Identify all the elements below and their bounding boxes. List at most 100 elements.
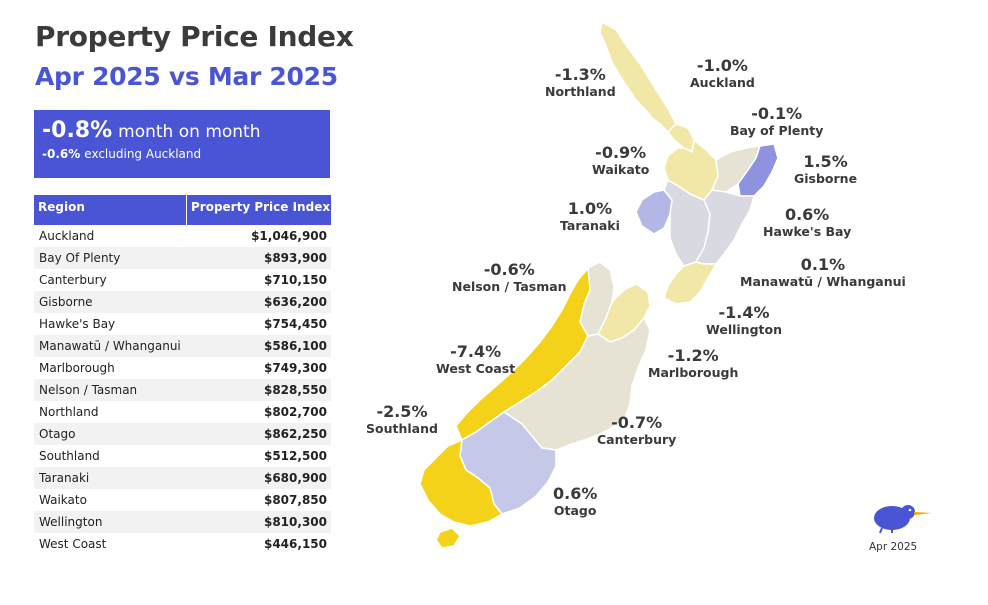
footer-date: Apr 2025	[869, 541, 918, 553]
value-cell: $828,550	[263, 383, 327, 397]
table-body: Auckland $1,046,900 Bay Of Plenty $893,900…	[34, 225, 331, 555]
value-cell: $680,900	[263, 471, 327, 485]
table-row: Nelson / Tasman $828,550	[34, 379, 331, 401]
value-cell: $636,200	[263, 295, 327, 309]
label-west-coast: -7.4% West Coast	[436, 342, 515, 376]
table-row: Otago $862,250	[34, 423, 331, 445]
map-region-southland[interactable]	[419, 439, 503, 527]
label-gisborne-pct: 1.5%	[803, 152, 848, 171]
label-wellington-name: Wellington	[706, 322, 782, 337]
label-bay-of-plenty-pct: -0.1%	[751, 104, 803, 123]
region-cell: Taranaki	[39, 471, 90, 485]
table-row: Wellington $810,300	[34, 511, 331, 533]
label-canterbury: -0.7% Canterbury	[597, 413, 676, 447]
label-bay-of-plenty-name: Bay of Plenty	[730, 123, 824, 138]
map-region-hawkes-bay[interactable]	[695, 189, 755, 265]
column-header-index[interactable]: Property Price Index	[191, 200, 331, 214]
label-southland-pct: -2.5%	[376, 402, 428, 421]
region-cell: Canterbury	[39, 273, 107, 287]
label-auckland-name: Auckland	[690, 75, 755, 90]
label-waikato-pct: -0.9%	[595, 143, 647, 162]
region-cell: Northland	[39, 405, 99, 419]
table-row: Waikato $807,850	[34, 489, 331, 511]
region-cell: Auckland	[39, 229, 95, 243]
map-region-wellington[interactable]	[663, 261, 717, 305]
summary-main-value: -0.8%	[42, 118, 113, 143]
label-northland-name: Northland	[545, 84, 616, 99]
region-cell: Bay Of Plenty	[39, 251, 121, 265]
column-header-region[interactable]: Region	[34, 195, 187, 225]
table-row: West Coast $446,150	[34, 533, 331, 555]
label-canterbury-name: Canterbury	[597, 432, 677, 447]
value-cell: $807,850	[263, 493, 327, 507]
label-gisborne-name: Gisborne	[794, 171, 858, 186]
label-auckland-pct: -1.0%	[696, 56, 748, 75]
label-west-coast-pct: -7.4%	[450, 342, 502, 361]
label-auckland: -1.0% Auckland	[690, 56, 755, 90]
map-region-taranaki[interactable]	[635, 189, 673, 235]
label-canterbury-pct: -0.7%	[611, 413, 663, 432]
nz-region-map	[419, 21, 779, 549]
label-taranaki-name: Taranaki	[560, 218, 620, 233]
map-region-stewart-island[interactable]	[435, 527, 461, 549]
table-row: Northland $802,700	[34, 401, 331, 423]
region-cell: Gisborne	[39, 295, 93, 309]
value-cell: $754,450	[263, 317, 327, 331]
value-cell: $446,150	[263, 537, 327, 551]
summary-sub-text: excluding Auckland	[84, 147, 202, 161]
table-row: Southland $512,500	[34, 445, 331, 467]
label-taranaki-pct: 1.0%	[567, 199, 613, 218]
table-row: Taranaki $680,900	[34, 467, 331, 489]
label-taranaki: 1.0% Taranaki	[560, 199, 620, 233]
value-cell: $893,900	[263, 251, 327, 265]
label-west-coast-name: West Coast	[436, 361, 516, 376]
label-marlborough: -1.2% Marlborough	[648, 346, 738, 380]
region-cell: Manawatū / Whanganui	[39, 339, 181, 353]
map-region-northland[interactable]	[599, 21, 677, 133]
label-hawkes-bay: 0.6% Hawke's Bay	[763, 205, 851, 239]
value-cell: $512,500	[263, 449, 327, 463]
value-cell: $1,046,900	[251, 229, 327, 243]
label-northland: -1.3% Northland	[545, 65, 616, 99]
label-marlborough-pct: -1.2%	[667, 346, 719, 365]
region-cell: Hawke's Bay	[39, 317, 116, 331]
summary-sub-value: -0.6%	[42, 147, 81, 161]
region-cell: Marlborough	[39, 361, 115, 375]
label-gisborne: 1.5% Gisborne	[794, 152, 857, 186]
summary-card: -0.8% month on month -0.6% excluding Auc…	[34, 110, 330, 178]
label-marlborough-name: Marlborough	[648, 365, 739, 380]
value-cell: $710,150	[263, 273, 327, 287]
table-header: Region Property Price Index	[34, 195, 331, 225]
region-cell: Southland	[39, 449, 100, 463]
table-row: Auckland $1,046,900	[34, 225, 331, 247]
summary-main-text: month on month	[118, 122, 261, 142]
region-cell: Wellington	[39, 515, 103, 529]
map-region-canterbury[interactable]	[503, 317, 651, 451]
table-row: Gisborne $636,200	[34, 291, 331, 313]
region-cell: Nelson / Tasman	[39, 383, 138, 397]
table-row: Bay Of Plenty $893,900	[34, 247, 331, 269]
region-cell: Waikato	[39, 493, 87, 507]
kiwi-bird-icon	[874, 505, 932, 534]
label-hawkes-bay-name: Hawke's Bay	[763, 224, 852, 239]
region-cell: Otago	[39, 427, 76, 441]
table-row: Canterbury $710,150	[34, 269, 331, 291]
label-nelson-pct: -0.6%	[483, 260, 535, 279]
table-row: Marlborough $749,300	[34, 357, 331, 379]
table-row: Hawke's Bay $754,450	[34, 313, 331, 335]
value-cell: $802,700	[263, 405, 327, 419]
label-waikato-name: Waikato	[592, 162, 650, 177]
label-waikato: -0.9% Waikato	[592, 143, 649, 177]
label-hawkes-bay-pct: 0.6%	[784, 205, 830, 224]
value-cell: $862,250	[263, 427, 327, 441]
label-bay-of-plenty: -0.1% Bay of Plenty	[730, 104, 823, 138]
label-wellington: -1.4% Wellington	[706, 303, 782, 337]
region-cell: West Coast	[39, 537, 107, 551]
label-otago-pct: 0.6%	[553, 484, 598, 503]
table-row: Manawatū / Whanganui $586,100	[34, 335, 331, 357]
label-wellington-pct: -1.4%	[718, 303, 770, 322]
price-table: Region Property Price Index Auckland $1,0…	[34, 195, 331, 555]
label-northland-pct: -1.3%	[554, 65, 606, 84]
label-southland-name: Southland	[366, 421, 438, 436]
label-manawatu-pct: 0.1%	[800, 255, 846, 274]
